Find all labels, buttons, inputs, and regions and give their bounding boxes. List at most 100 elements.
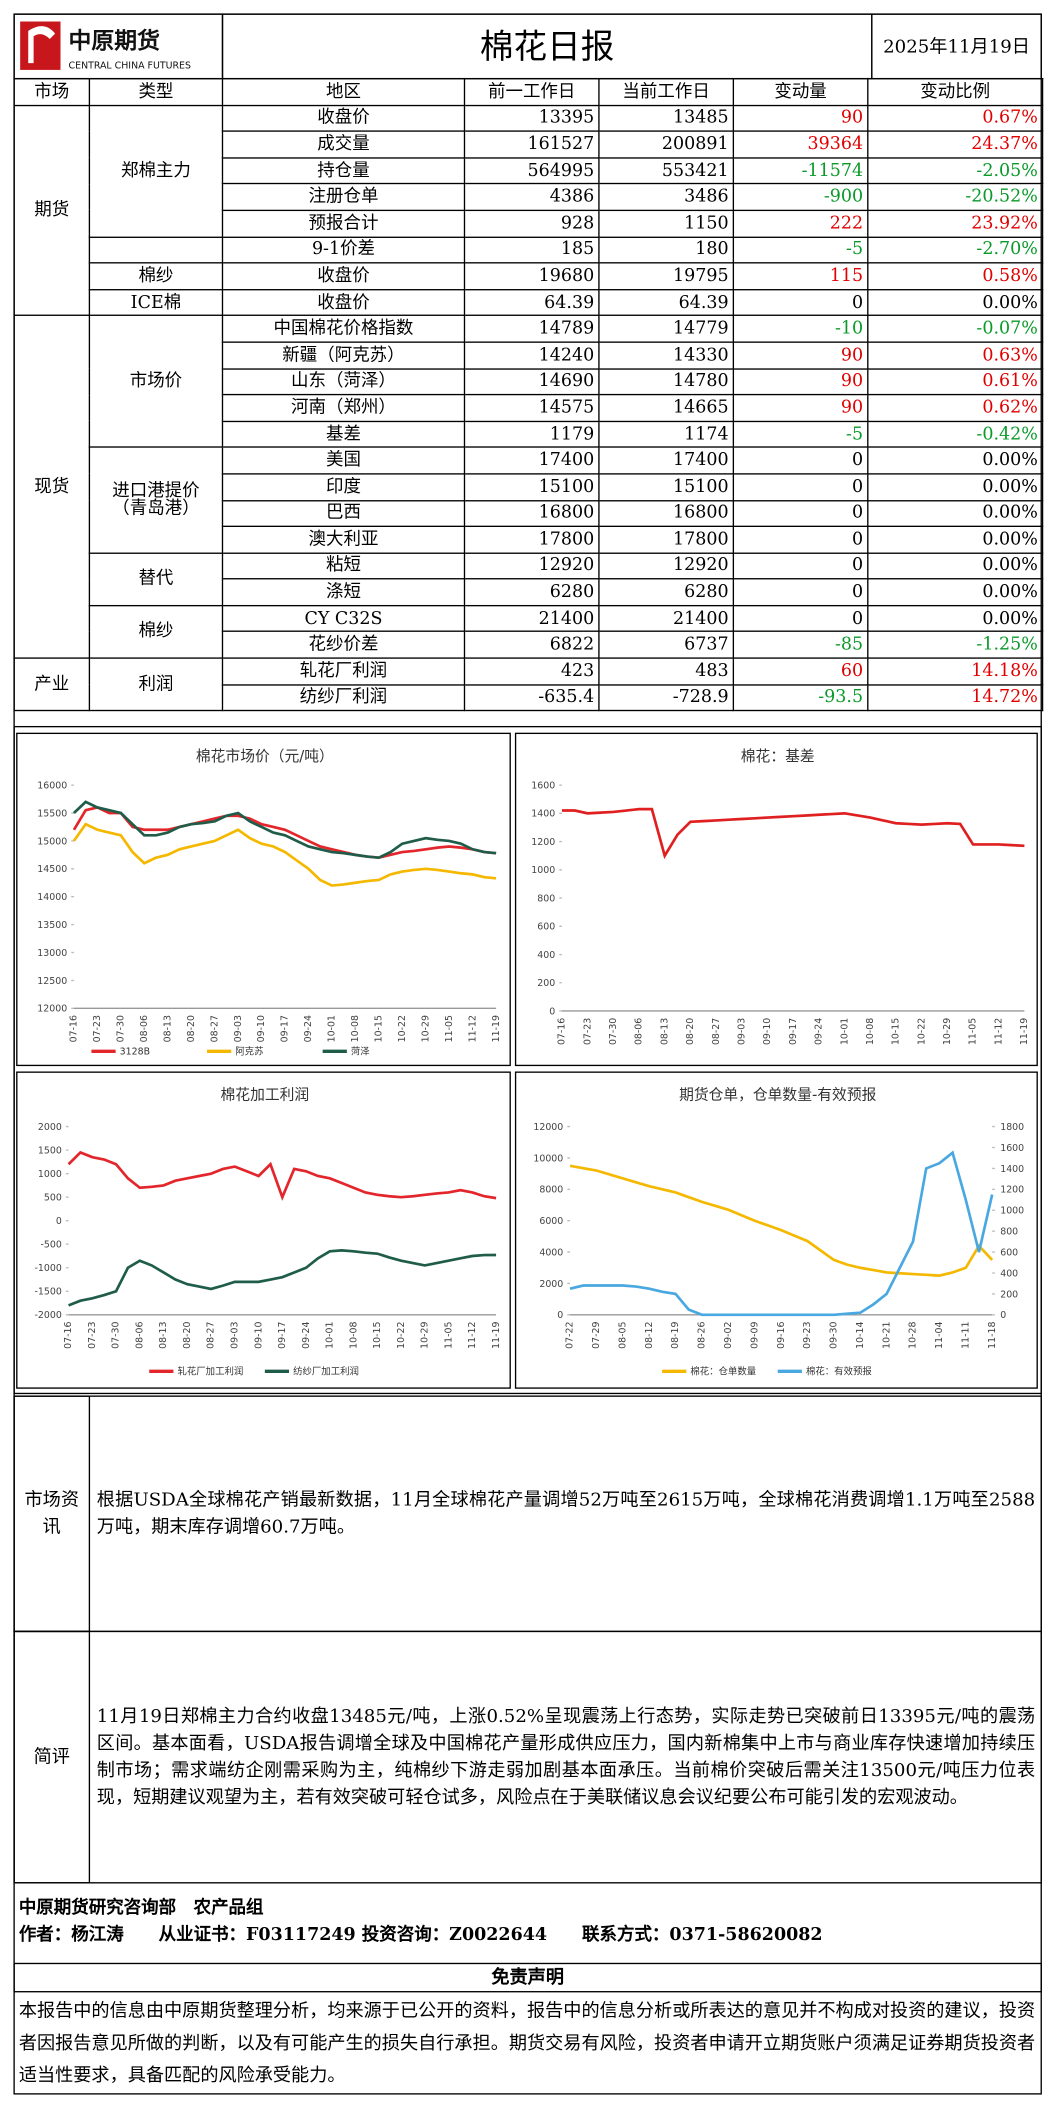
- legend-label: 阿克苏: [235, 1046, 263, 1058]
- x-tick-label: 09-30: [829, 1322, 840, 1349]
- item-cell: 预报合计: [221, 209, 466, 238]
- y-tick-label: 1000: [531, 865, 555, 876]
- pct-cell: 0.00%: [867, 499, 1044, 528]
- column-header: 前一工作日: [463, 77, 600, 106]
- curr-cell: 200891: [598, 130, 735, 159]
- y-tick-label: 0: [557, 1310, 563, 1321]
- legend-label: 纺纱厂加工利润: [293, 1366, 359, 1378]
- x-tick-label: 09-16: [776, 1322, 787, 1349]
- data-line: [561, 807, 1025, 860]
- x-tick-label: 10-28: [908, 1322, 919, 1349]
- x-tick-label: 09-10: [256, 1015, 267, 1042]
- y-tick-label: 0: [549, 1006, 555, 1017]
- y-tick-label: 800: [537, 893, 555, 904]
- column-header: 市场: [13, 77, 91, 106]
- x-tick-label: 10-15: [891, 1018, 902, 1045]
- pct-cell: 0.00%: [867, 552, 1044, 580]
- column-header: 当前工作日: [598, 77, 735, 106]
- x-tick-label: 07-16: [557, 1018, 568, 1045]
- pct-cell: -2.05%: [867, 157, 1044, 185]
- x-tick-label: 08-27: [711, 1018, 722, 1045]
- x-tick-label: 08-20: [186, 1015, 197, 1042]
- chart-area: [13, 725, 1042, 1395]
- table-row: 注册仓单 4386 3486 -900 -20.52%: [14, 183, 1044, 212]
- pct-cell: -20.52%: [867, 183, 1044, 212]
- change-cell: 0: [732, 578, 869, 607]
- type-label: 市场价: [129, 371, 183, 392]
- x-tick-label: 11-11: [960, 1322, 971, 1349]
- item-cell: 澳大利亚: [221, 525, 466, 554]
- type-label: 利润: [138, 674, 174, 695]
- y-tick-label: 200: [537, 978, 555, 989]
- prev-cell: 17800: [463, 525, 600, 554]
- change-cell: -11574: [732, 157, 869, 185]
- type-label: 进口港提价（青岛港）: [112, 481, 200, 519]
- x-tick-label: 10-22: [397, 1015, 408, 1042]
- pct-cell: 0.00%: [867, 473, 1044, 501]
- x-tick-label: 07-30: [608, 1018, 619, 1045]
- y-tick-label: 12000: [533, 1122, 563, 1133]
- x-tick-label: 10-29: [420, 1015, 431, 1042]
- curr-cell: 19795: [598, 262, 735, 291]
- pct-cell: 0.58%: [867, 262, 1044, 291]
- chart-title: 棉花市场价（元/吨）: [196, 748, 334, 765]
- y-tick-label: 1000: [38, 1169, 62, 1180]
- curr-cell: 21400: [598, 604, 735, 633]
- type-cell: [88, 236, 224, 264]
- table-row: 9-1价差 185 180 -5 -2.70%: [14, 236, 1044, 264]
- x-tick-label: 08-19: [670, 1322, 681, 1349]
- y2-tick-label: 1200: [1000, 1185, 1024, 1196]
- table-row: 期货 郑棉主力 收盘价 13395 13485 90 0.67%: [13, 104, 1044, 317]
- item-cell: 轧花厂利润: [221, 657, 466, 686]
- type-cell: 棉纱: [88, 604, 224, 659]
- pct-cell: -0.42%: [867, 420, 1044, 449]
- curr-cell: 553421: [598, 157, 735, 185]
- data-line: [569, 1150, 994, 1317]
- curr-cell: 180: [598, 236, 735, 264]
- item-cell: 巴西: [221, 499, 466, 528]
- x-tick-label: 10-29: [942, 1018, 953, 1045]
- table-row: 替代 粘短 12920 12920 0 0.00%: [14, 552, 1044, 607]
- item-cell: 中国棉花价格指数: [221, 315, 466, 343]
- change-cell: 0: [732, 525, 869, 554]
- y-tick-label: 10000: [533, 1153, 563, 1164]
- x-tick-label: 11-18: [987, 1322, 998, 1349]
- footer-author: 作者：杨江涛 从业证书：F03117249 投资咨询：Z0022644 联系方式…: [18, 1925, 823, 1946]
- y-tick-label: 600: [537, 922, 555, 933]
- curr-cell: 14665: [598, 394, 735, 422]
- x-tick-label: 09-23: [802, 1322, 813, 1349]
- x-tick-label: 08-06: [135, 1322, 146, 1349]
- y-tick-label: 14500: [37, 864, 67, 875]
- prev-cell: 4386: [463, 183, 600, 212]
- y2-tick-label: 1400: [1000, 1164, 1024, 1175]
- x-tick-label: 07-23: [582, 1018, 593, 1045]
- prev-cell: 15100: [463, 473, 600, 501]
- type-cell: 市场价: [88, 315, 224, 449]
- x-tick-label: 10-15: [372, 1322, 383, 1349]
- item-cell: 新疆（阿克苏）: [221, 341, 466, 370]
- x-tick-label: 08-06: [634, 1018, 645, 1045]
- y-tick-label: 1400: [531, 809, 555, 820]
- y-tick-label: 6000: [539, 1216, 563, 1227]
- curr-cell: 16800: [598, 499, 735, 528]
- x-tick-label: 08-13: [659, 1018, 670, 1045]
- prev-cell: 6822: [463, 631, 600, 659]
- curr-cell: -728.9: [598, 683, 735, 712]
- x-tick-label: 07-23: [87, 1322, 98, 1349]
- y-tick-label: 15500: [37, 808, 67, 819]
- x-tick-label: 11-05: [444, 1015, 455, 1042]
- logo-subtext: CENTRAL CHINA FUTURES: [69, 61, 191, 72]
- table-row: 巴西 16800 16800 0 0.00%: [14, 499, 1044, 528]
- pct-cell: -2.70%: [867, 236, 1044, 264]
- x-tick-label: 07-16: [69, 1015, 80, 1042]
- prev-cell: 161527: [463, 130, 600, 159]
- prev-cell: 423: [463, 657, 600, 686]
- pct-cell: 0.00%: [867, 446, 1044, 475]
- x-tick-label: 10-29: [420, 1322, 431, 1349]
- legend-label: 轧花厂加工利润: [177, 1366, 243, 1378]
- y-tick-label: 13000: [37, 948, 67, 959]
- disclaimer-text: 本报告中的信息由中原期货整理分析，均来源于已公开的资料，报告中的信息分析或所表达…: [18, 2000, 1036, 2087]
- x-tick-label: 11-05: [968, 1018, 979, 1045]
- curr-cell: 64.39: [598, 288, 735, 317]
